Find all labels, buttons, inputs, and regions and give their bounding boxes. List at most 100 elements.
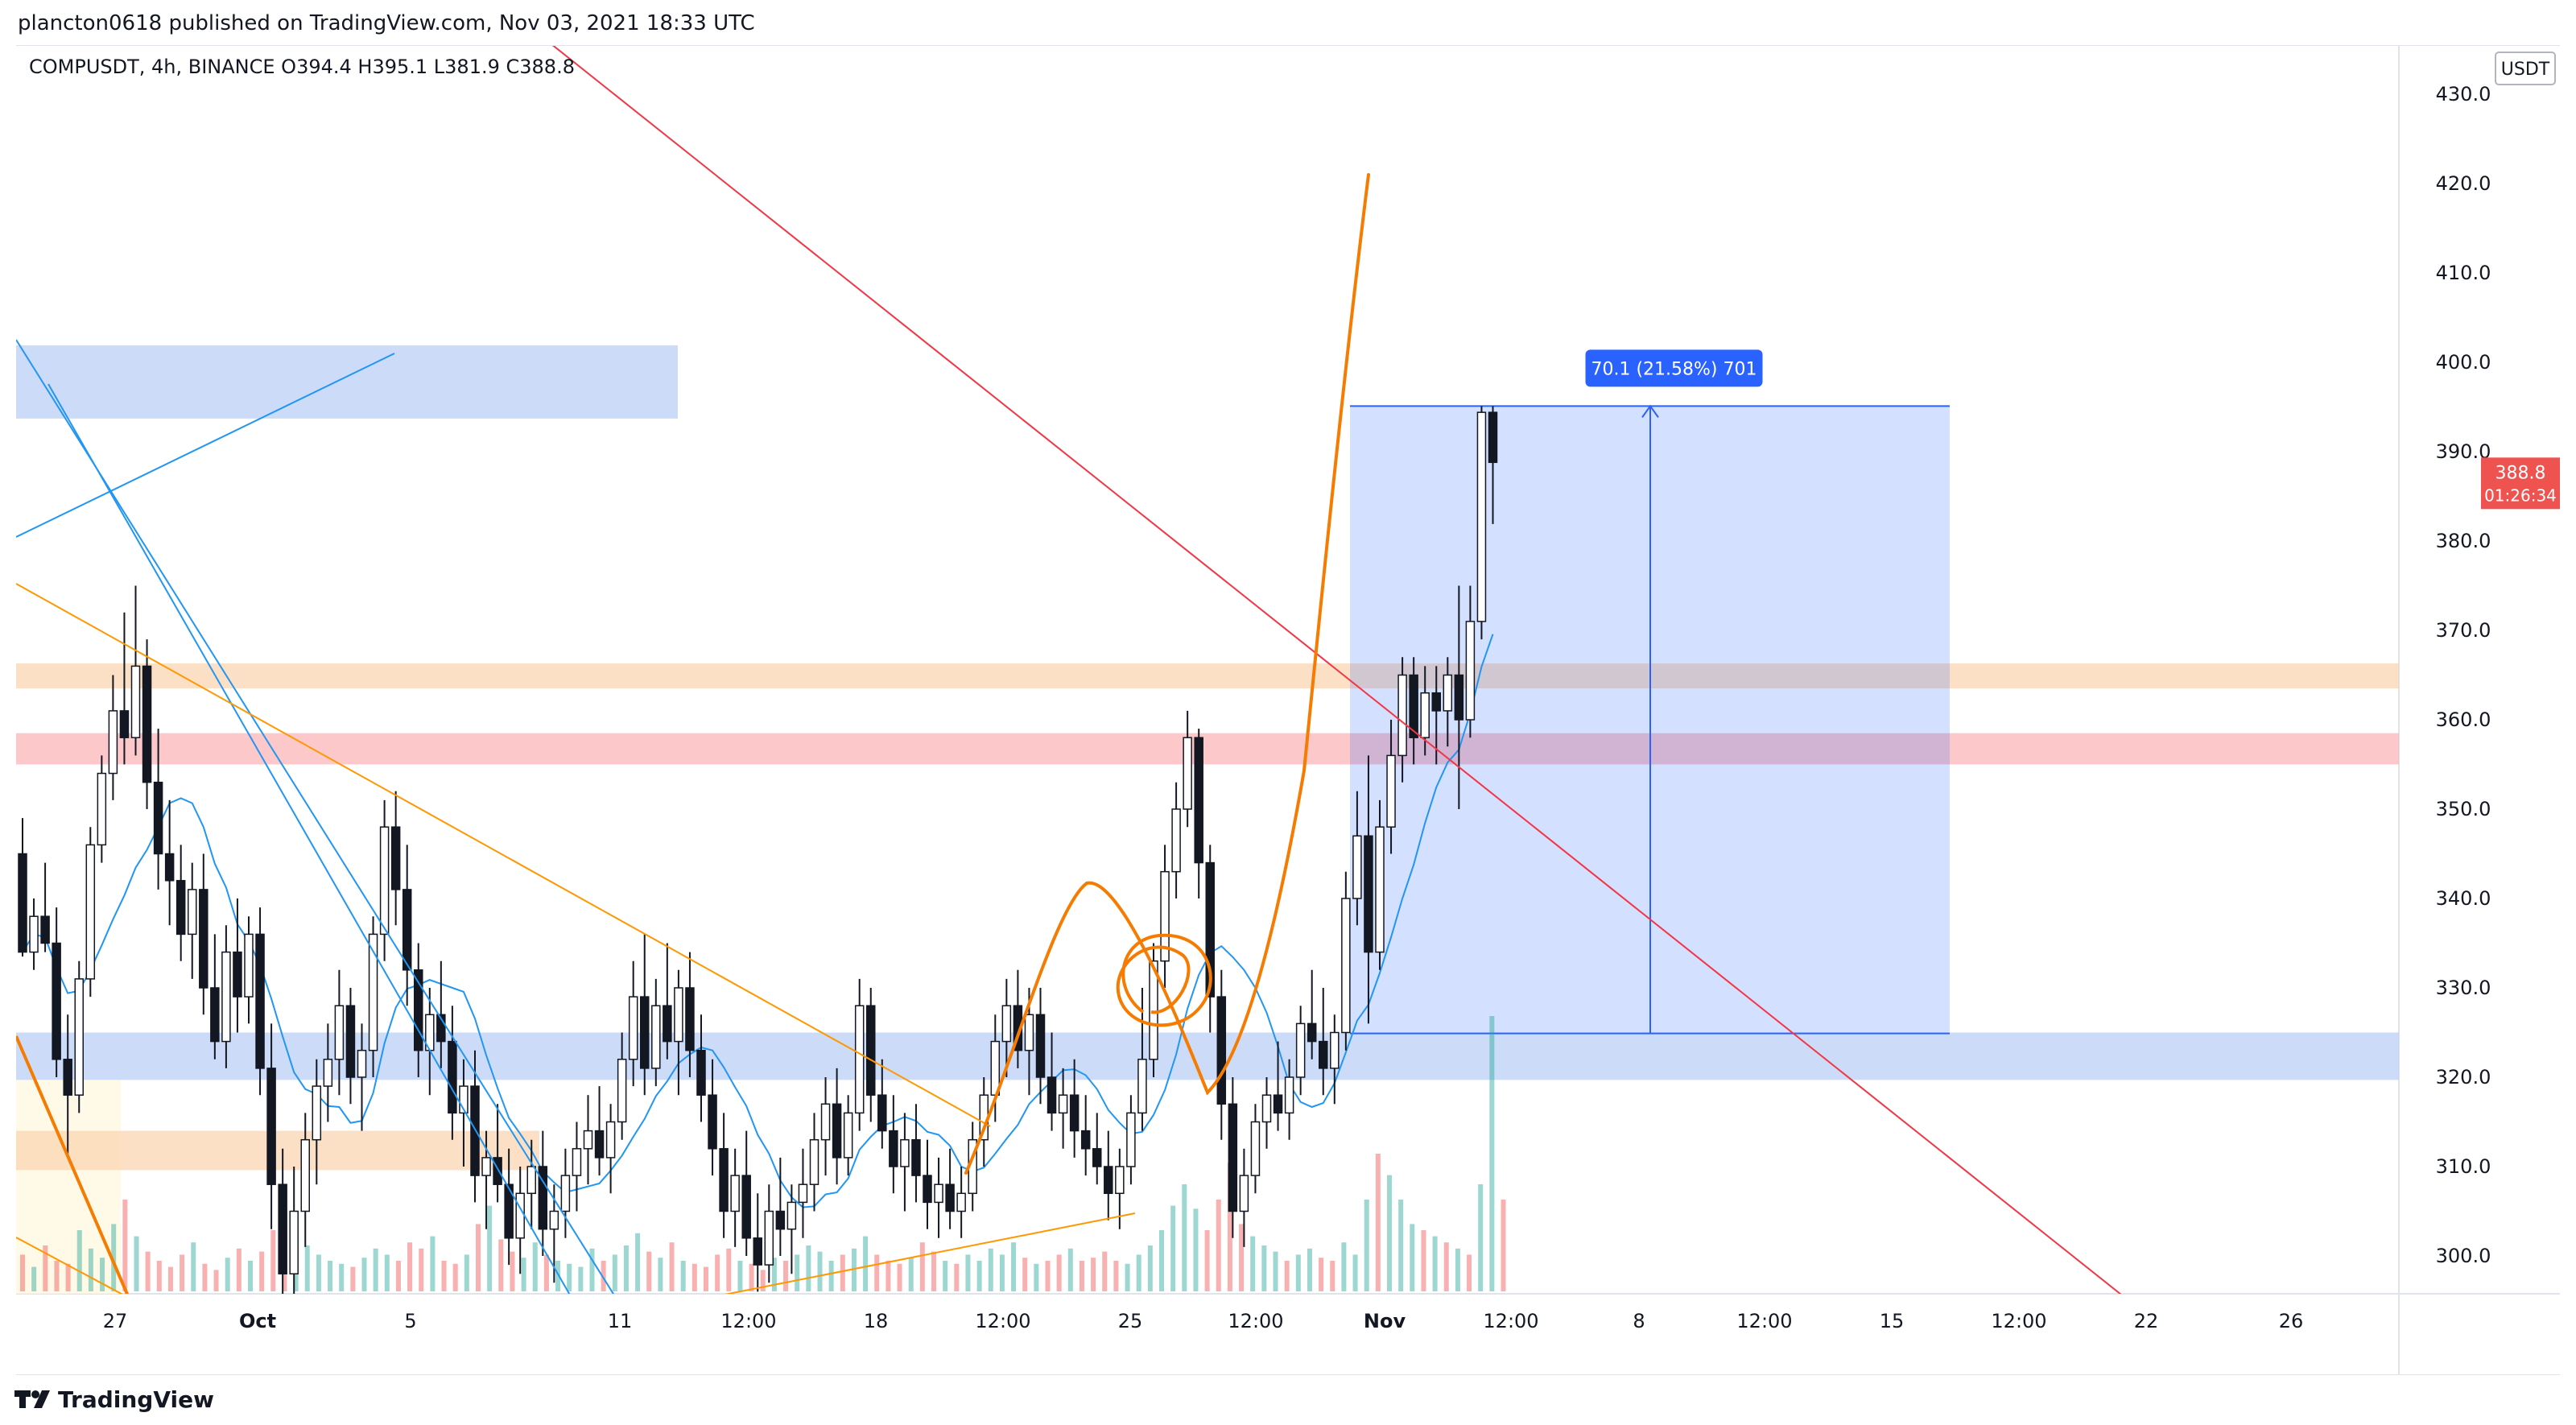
volume-bar [589, 1248, 595, 1291]
candle [764, 1184, 774, 1283]
candle-body [1115, 1166, 1125, 1195]
time-tick-label: 25 [1118, 1310, 1143, 1332]
candle [153, 729, 163, 890]
volume-bar [259, 1251, 265, 1291]
candle [889, 1095, 898, 1194]
candle-body [52, 942, 61, 1060]
candle-body [108, 710, 118, 774]
candle-body [1375, 826, 1385, 953]
candle-body [255, 933, 265, 1069]
candle-body [414, 969, 423, 1051]
candle [617, 1032, 627, 1140]
header: plancton0618 published on TradingView.co… [0, 0, 2576, 45]
candle [798, 1148, 808, 1238]
volume-bar [1501, 1200, 1506, 1291]
candle [1171, 782, 1181, 898]
volume-bar [737, 1261, 743, 1291]
candle-body [436, 1014, 446, 1043]
candle [775, 1157, 786, 1256]
candle-body [1171, 808, 1181, 873]
volume-bar [1398, 1200, 1404, 1291]
price-chart[interactable]: 70.1 (21.58%) 701 COMPUSDT, 4h, BINANCE O… [16, 46, 2560, 1374]
candle-body [617, 1059, 627, 1123]
volume-bar [1067, 1248, 1073, 1291]
volume-bar [1341, 1242, 1347, 1291]
tradingview-brand-text: TradingView [58, 1386, 214, 1413]
candle [1273, 1041, 1283, 1131]
time-tick-label: 5 [404, 1310, 416, 1332]
volume-bar [236, 1248, 242, 1291]
candle [63, 1014, 72, 1158]
candle [786, 1184, 797, 1274]
candle [526, 1139, 536, 1229]
volume-bar [1330, 1261, 1335, 1291]
volume-bar [1489, 1016, 1495, 1291]
candle [651, 978, 661, 1087]
candle [663, 943, 672, 1059]
candle [119, 612, 130, 765]
candle [357, 1023, 367, 1131]
price-tick-label: 410.0 [2436, 262, 2491, 284]
candle [210, 934, 220, 1059]
supply-zone-upper-left [16, 345, 678, 419]
time-tick-label: 12:00 [1991, 1310, 2046, 1332]
candle-body [628, 996, 638, 1060]
candle [323, 1023, 333, 1122]
volume-bar [1375, 1154, 1381, 1291]
candle [1216, 969, 1227, 1140]
candle-body [741, 1175, 751, 1239]
candle [685, 952, 695, 1077]
candle-body [300, 1138, 310, 1212]
candle [730, 1148, 740, 1247]
candle [1092, 1113, 1102, 1185]
candle-body [674, 987, 683, 1043]
volume-bar [1091, 1258, 1096, 1291]
candle-body [312, 1085, 322, 1141]
volume-bar [1319, 1258, 1324, 1291]
orange-freehand-drawing [964, 173, 1370, 1175]
measure-arrow-head [1641, 404, 1659, 418]
candle-body [945, 1183, 955, 1212]
candle-body [1420, 692, 1430, 738]
candle-body [1307, 1022, 1317, 1043]
volume-bar [976, 1261, 982, 1291]
candle [820, 1077, 831, 1176]
candle [459, 1059, 469, 1167]
volume-bar [1147, 1245, 1153, 1291]
tradingview-logo[interactable]: TradingView [14, 1385, 214, 1414]
candle-body [1046, 1076, 1057, 1114]
candle [1035, 988, 1046, 1105]
chart-area[interactable]: 70.1 (21.58%) 701 COMPUSDT, 4h, BINANCE O… [16, 45, 2560, 1375]
volume-bar [999, 1254, 1005, 1291]
candle-body [549, 1210, 559, 1230]
orange-descending-trendline [16, 583, 991, 1127]
candle-body [809, 1138, 819, 1185]
volume-bar [726, 1248, 732, 1291]
volume-bar [419, 1248, 424, 1291]
volume-bar [76, 1230, 82, 1291]
volume-bar [567, 1263, 572, 1291]
candle-body [1250, 1121, 1261, 1176]
candle-body [663, 1005, 672, 1043]
candle [1409, 657, 1418, 765]
candle [538, 1130, 548, 1256]
candle-body [63, 1059, 72, 1096]
volume-bar [407, 1242, 413, 1291]
candle-body [854, 1005, 865, 1114]
orange-left-steep-line [16, 1035, 130, 1294]
volume-bar [1352, 1254, 1358, 1291]
volume-bar [1079, 1261, 1084, 1291]
candle [40, 862, 50, 952]
candle [188, 862, 197, 979]
volume-bar [669, 1242, 675, 1291]
candle-body [1409, 674, 1418, 738]
volume-bar [43, 1245, 48, 1291]
volume-bar [270, 1230, 276, 1291]
price-tick-label: 360.0 [2436, 708, 2491, 731]
candle [934, 1157, 943, 1238]
volume-bar [361, 1258, 367, 1291]
volume-bar [1056, 1254, 1062, 1291]
candle-body [956, 1192, 966, 1212]
volume-bar [658, 1258, 663, 1291]
candle-body [1295, 1022, 1306, 1078]
